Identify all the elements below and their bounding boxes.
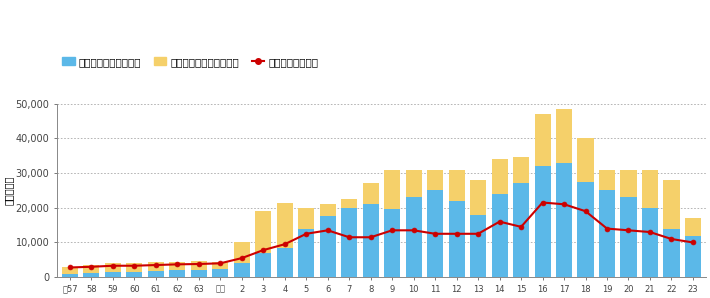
総検挙人員（人） [238,256,246,260]
総検挙人員（人） [431,232,439,236]
Bar [320,216,336,277]
Bar [384,170,400,209]
Bar [126,263,143,272]
Bar [535,114,551,166]
Bar [298,208,315,229]
Bar [405,170,422,197]
Bar [599,170,615,190]
Bar [191,261,207,270]
総検挙人員（人） [216,262,224,265]
総検挙人員（人） [410,229,418,232]
Bar [470,180,486,215]
Bar [685,235,701,277]
総検挙人員（人） [130,264,138,268]
総検挙人員（人） [603,227,611,230]
Bar [277,203,293,248]
Bar [320,204,336,216]
Bar [449,170,465,201]
Bar [363,204,378,277]
Bar [148,271,164,277]
Bar [599,190,615,277]
Bar [556,163,572,277]
総検挙人員（人） [173,263,182,266]
Bar [427,170,443,190]
Bar [342,208,357,277]
総検挙人員（人） [280,242,289,246]
Bar [277,248,293,277]
Bar [685,218,701,235]
Bar [449,201,465,277]
総検挙人員（人） [109,264,117,268]
総検挙人員（人） [152,263,160,267]
総検挙人員（人） [496,220,504,224]
Bar [212,262,229,268]
Y-axis label: （件・人）: （件・人） [4,176,14,205]
Bar [363,184,378,204]
総検挙人員（人） [324,229,332,232]
Bar [191,270,207,277]
総検挙人員（人） [474,232,482,236]
総検挙人員（人） [345,235,354,239]
Bar [105,263,121,272]
Line: 総検挙人員（人）: 総検挙人員（人） [67,200,695,270]
Bar [621,170,637,197]
Bar [83,273,99,277]
総検挙人員（人） [538,201,547,204]
Bar [427,190,443,277]
Bar [491,159,508,194]
Bar [105,272,121,277]
総検挙人員（人） [259,248,268,252]
Bar [642,170,658,208]
Bar [83,266,99,273]
Bar [513,157,529,184]
総検挙人員（人） [581,209,590,213]
Bar [62,268,78,274]
Bar [255,211,271,253]
Bar [148,262,164,271]
総検挙人員（人） [66,266,75,269]
Bar [663,180,679,229]
Bar [556,109,572,163]
Bar [535,166,551,277]
総検挙人員（人） [559,202,568,206]
Bar [169,262,185,270]
Bar [621,197,637,277]
総検挙人員（人） [87,265,96,268]
Bar [62,274,78,277]
Bar [663,229,679,277]
総検挙人員（人） [667,237,676,241]
総検挙人員（人） [302,232,310,236]
総検挙人員（人） [645,230,654,234]
Bar [234,263,250,277]
総検挙人員（人） [366,235,375,239]
Bar [642,208,658,277]
Bar [298,229,315,277]
総検挙人員（人） [624,229,633,232]
Bar [234,243,250,263]
Bar [255,253,271,277]
総検挙人員（人） [689,241,697,244]
総検挙人員（人） [452,232,461,236]
Bar [577,182,594,277]
Bar [405,197,422,277]
Bar [342,199,357,208]
Bar [513,184,529,277]
Bar [577,138,594,182]
Bar [169,270,185,277]
Bar [212,268,229,277]
Bar [470,215,486,277]
総検挙人員（人） [517,225,525,229]
Bar [126,272,143,277]
Bar [384,209,400,277]
Legend: 刑法犯検挙件数（件）, 特別法犯検挙件数（件）, 総検挙人員（人）: 刑法犯検挙件数（件）, 特別法犯検挙件数（件）, 総検挙人員（人） [62,57,319,67]
Bar [491,194,508,277]
総検挙人員（人） [388,229,396,232]
総検挙人員（人） [195,262,203,266]
